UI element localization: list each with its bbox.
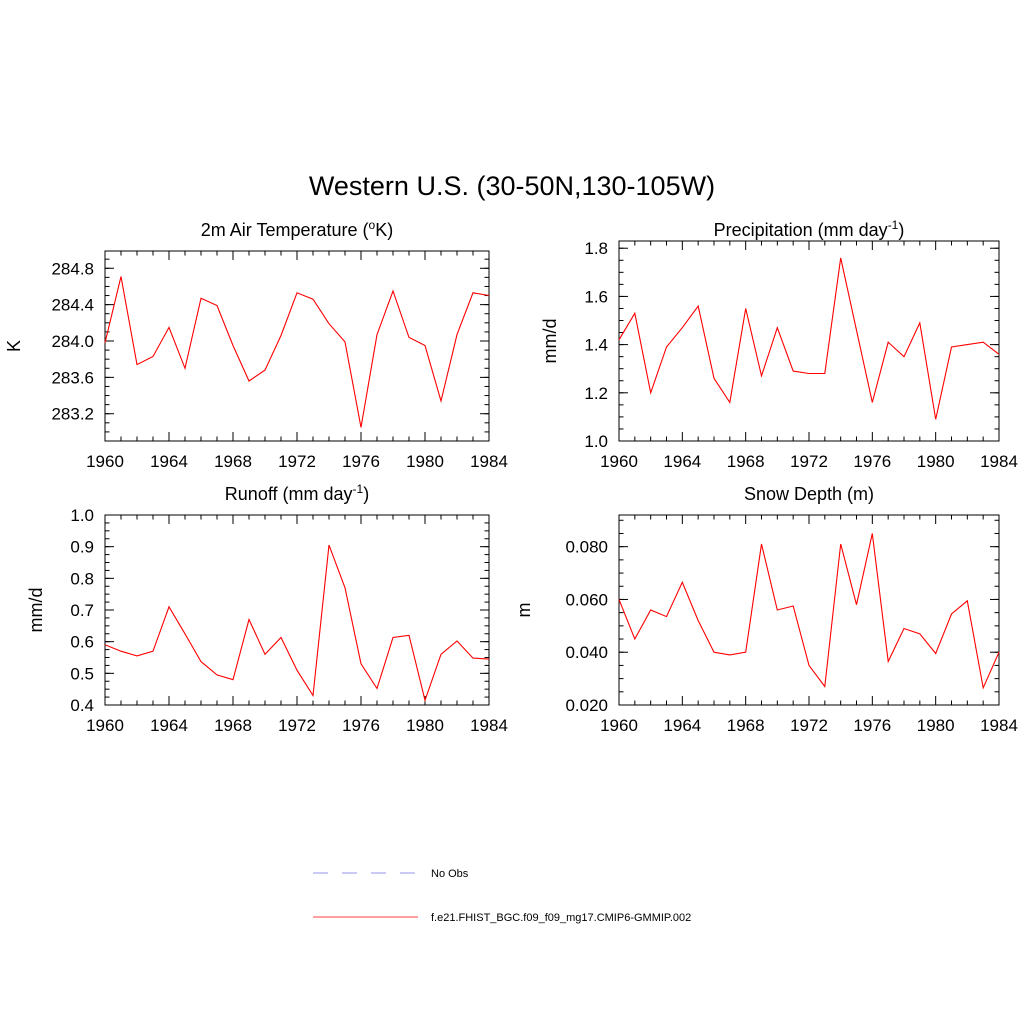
- panel-title-text: 2m Air Temperature (: [201, 220, 369, 240]
- panel-air-temperature: 1960 1964 1968 1972 1976 1980 1984 283.2 283.6 28…: [4, 218, 508, 471]
- panel-title-text-end: ): [363, 484, 369, 504]
- x-tick-label: 1976: [342, 716, 380, 735]
- x-tick-label: 1964: [663, 452, 701, 471]
- legend-label-model: f.e21.FHIST_BGC.f09_f09_mg17.CMIP6-GMMIP…: [431, 912, 691, 924]
- x-tick-label: 1976: [342, 452, 380, 471]
- x-tick-label: 1960: [86, 716, 124, 735]
- legend: No Obs f.e21.FHIST_BGC.f09_f09_mg17.CMIP…: [313, 868, 691, 924]
- x-tick-label: 1960: [600, 716, 638, 735]
- x-tick-label: 1964: [663, 716, 701, 735]
- x-tick-label: 1968: [727, 452, 765, 471]
- y-tick-label: 0.8: [70, 569, 94, 588]
- panel-title-snow-depth: Snow Depth (m): [744, 484, 874, 504]
- x-tick-label: 1976: [853, 452, 891, 471]
- panel-title-superscript: -1: [353, 482, 364, 496]
- x-tick-label: 1968: [214, 452, 252, 471]
- panel-title-text: Precipitation (mm day: [714, 220, 888, 240]
- panel-title-text-end: K): [375, 220, 393, 240]
- y-tick-label: 0.7: [70, 601, 94, 620]
- panel-title-superscript: -1: [888, 218, 899, 232]
- y-tick-label: 284.4: [51, 296, 94, 315]
- figure-title: Western U.S. (30-50N,130-105W): [309, 171, 715, 201]
- y-tick-label: 284.0: [51, 332, 94, 351]
- series-line-air-temperature: [104, 276, 490, 428]
- y-tick-label: 1.0: [70, 506, 94, 525]
- panel-title-runoff: Runoff (mm day-1): [225, 482, 369, 504]
- x-tick-label: 1980: [917, 452, 955, 471]
- panel-title-text-end: ): [898, 220, 904, 240]
- x-tick-label: 1980: [917, 716, 955, 735]
- x-tick-label: 1976: [853, 716, 891, 735]
- x-tick-label: 1964: [150, 716, 188, 735]
- y-axis-label-snow-depth: m: [514, 603, 534, 618]
- panel-title-text: Runoff (mm day: [225, 484, 353, 504]
- panel-snow-depth: 1960 1964 1968 1972 1976 1980 1984 0.020 0.040 0.…: [514, 484, 1018, 735]
- y-axis-label-air-temperature: K: [4, 340, 24, 352]
- panel-title-text: Snow Depth (m): [744, 484, 874, 504]
- y-tick-label: 283.2: [51, 405, 94, 424]
- y-tick-label: 0.020: [565, 696, 608, 715]
- y-tick-label: 0.6: [70, 633, 94, 652]
- series-line-precipitation: [618, 257, 1000, 420]
- panel-title-air-temperature: 2m Air Temperature (oK): [201, 218, 393, 240]
- x-tick-label: 1972: [790, 716, 828, 735]
- x-tick-label: 1964: [150, 452, 188, 471]
- x-tick-label: 1968: [727, 716, 765, 735]
- series-line-runoff: [104, 544, 490, 703]
- y-tick-label: 0.5: [70, 664, 94, 683]
- x-tick-label: 1972: [278, 452, 316, 471]
- y-tick-label: 284.8: [51, 259, 94, 278]
- x-tick-label: 1968: [214, 716, 252, 735]
- y-tick-label: 1.6: [584, 287, 608, 306]
- panel-precipitation: 1960 1964 1968 1972 1976 1980 1984 1.0 1.2 1.4 1.6…: [540, 218, 1018, 471]
- x-tick-label: 1980: [406, 716, 444, 735]
- series-line-snow-depth: [618, 533, 1000, 690]
- y-tick-label: 0.4: [70, 696, 94, 715]
- y-tick-label: 1.4: [584, 336, 608, 355]
- y-tick-label: 0.060: [565, 590, 608, 609]
- y-axis-label-runoff: mm/d: [26, 588, 46, 633]
- panel-title-precipitation: Precipitation (mm day-1): [714, 218, 905, 240]
- x-tick-label: 1960: [86, 452, 124, 471]
- y-tick-label: 283.6: [51, 368, 94, 387]
- x-tick-label: 1984: [470, 716, 508, 735]
- panel-title-superscript: o: [369, 218, 376, 232]
- legend-label-no-obs: No Obs: [431, 868, 469, 880]
- y-tick-label: 1.8: [584, 239, 608, 258]
- y-tick-label: 0.080: [565, 538, 608, 557]
- x-tick-label: 1980: [406, 452, 444, 471]
- x-tick-label: 1984: [470, 452, 508, 471]
- x-tick-label: 1972: [790, 452, 828, 471]
- y-tick-label: 0.040: [565, 643, 608, 662]
- x-tick-label: 1984: [980, 716, 1018, 735]
- y-axis-label-precipitation: mm/d: [540, 319, 560, 364]
- y-tick-label: 0.9: [70, 538, 94, 557]
- x-tick-label: 1960: [600, 452, 638, 471]
- panel-runoff: 1960 1964 1968 1972 1976 1980 1984 0.4 0.5 0.6 0.7…: [26, 482, 508, 735]
- x-tick-label: 1984: [980, 452, 1018, 471]
- x-tick-label: 1972: [278, 716, 316, 735]
- y-tick-label: 1.0: [584, 432, 608, 451]
- y-tick-label: 1.2: [584, 384, 608, 403]
